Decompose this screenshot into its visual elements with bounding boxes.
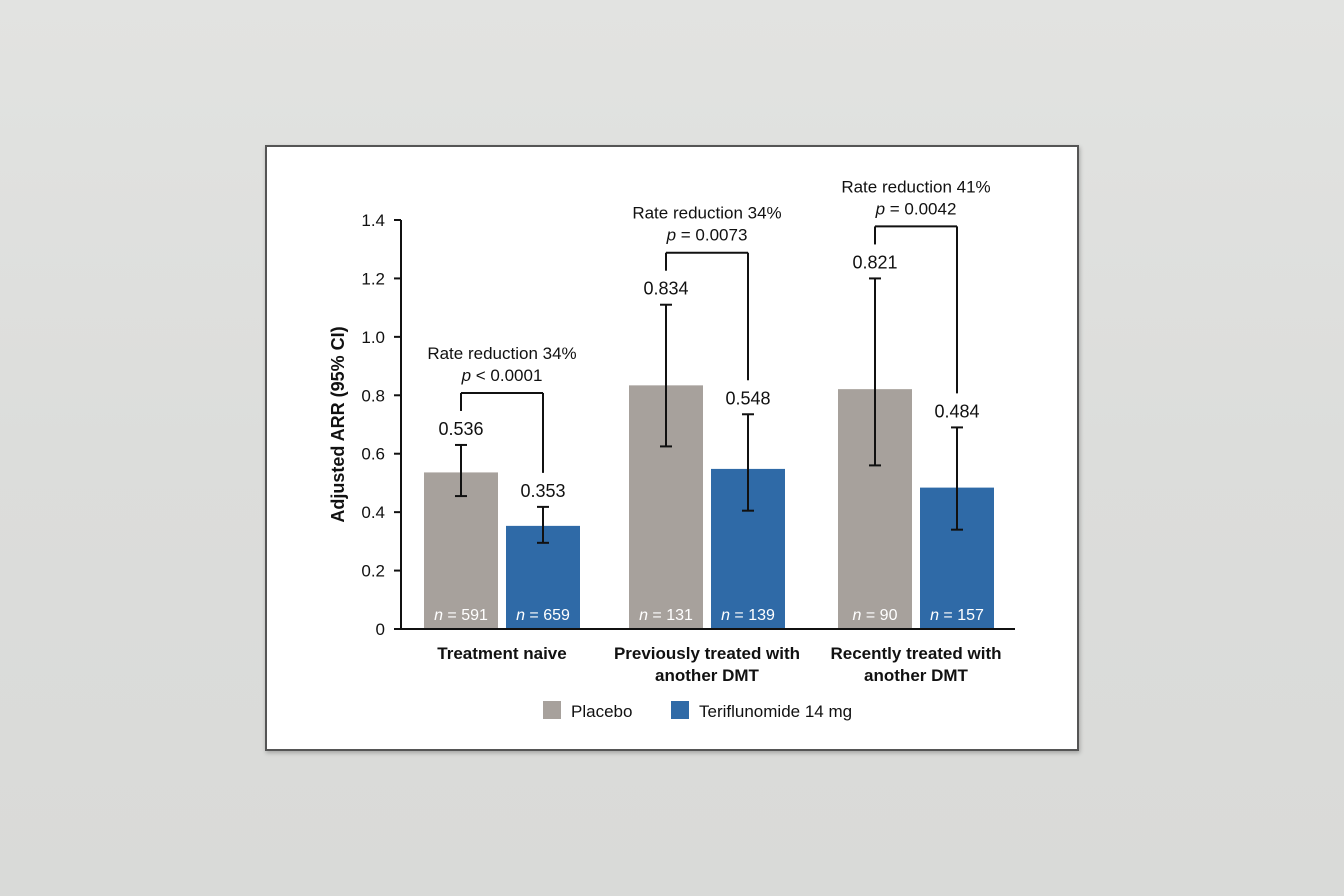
value-label: 0.834 xyxy=(643,279,688,299)
n-separator: = xyxy=(648,607,666,624)
n-letter: n xyxy=(434,607,443,624)
n-label: n = 139 xyxy=(721,607,775,624)
p-letter: p xyxy=(461,366,471,385)
n-label: n = 90 xyxy=(853,607,898,624)
y-tick-label: 0.8 xyxy=(361,386,385,405)
rate-reduction-label: Rate reduction 34% xyxy=(427,344,576,363)
p-value-label: p = 0.0042 xyxy=(875,199,957,218)
p-value-label: p < 0.0001 xyxy=(461,366,543,385)
n-value: 131 xyxy=(666,607,693,624)
value-label: 0.536 xyxy=(438,419,483,439)
chart-card: 0 0.2 0.4 0.6 0.8 1.0 1.2 1.4 Adjusted ARR (95% … xyxy=(265,145,1079,751)
n-value: 157 xyxy=(957,607,984,624)
legend-label: Placebo xyxy=(571,702,632,721)
n-value: 139 xyxy=(748,607,775,624)
n-letter: n xyxy=(930,607,939,624)
n-separator: = xyxy=(939,607,957,624)
n-label: n = 659 xyxy=(516,607,570,624)
p-letter: p xyxy=(666,226,676,245)
n-label: n = 157 xyxy=(930,607,984,624)
legend-label: Teriflunomide 14 mg xyxy=(699,702,852,721)
n-label: n = 131 xyxy=(639,607,693,624)
rate-reduction-label: Rate reduction 41% xyxy=(841,177,990,196)
y-tick-label: 1.0 xyxy=(361,328,385,347)
y-tick-label: 0.6 xyxy=(361,445,385,464)
value-label: 0.484 xyxy=(934,401,979,421)
n-separator: = xyxy=(730,607,748,624)
category-label: Treatment naive xyxy=(437,644,566,663)
p-value-text: = 0.0073 xyxy=(676,226,747,245)
n-value: 591 xyxy=(461,607,488,624)
n-separator: = xyxy=(861,607,879,624)
p-letter: p xyxy=(875,199,885,218)
bar-chart: 0 0.2 0.4 0.6 0.8 1.0 1.2 1.4 Adjusted ARR (95% … xyxy=(328,177,1015,721)
n-letter: n xyxy=(516,607,525,624)
value-label: 0.821 xyxy=(852,252,897,272)
y-tick-label: 1.4 xyxy=(361,211,385,230)
rate-reduction-label: Rate reduction 34% xyxy=(632,204,781,223)
legend-swatch xyxy=(671,701,689,719)
category-label: another DMT xyxy=(655,666,760,685)
y-tick-label: 0.2 xyxy=(361,562,385,581)
n-value: 90 xyxy=(880,607,898,624)
n-label: n = 591 xyxy=(434,607,488,624)
n-value: 659 xyxy=(543,607,570,624)
n-separator: = xyxy=(443,607,461,624)
p-value-text: = 0.0042 xyxy=(885,199,956,218)
y-tick-label: 0 xyxy=(376,620,385,639)
category-label: Recently treated with xyxy=(831,644,1002,663)
y-tick-label: 0.4 xyxy=(361,503,385,522)
legend-swatch xyxy=(543,701,561,719)
bar xyxy=(424,472,498,628)
category-label: another DMT xyxy=(864,666,969,685)
p-value-text: < 0.0001 xyxy=(471,366,542,385)
p-value-label: p = 0.0073 xyxy=(666,226,748,245)
value-label: 0.548 xyxy=(725,388,770,408)
n-letter: n xyxy=(721,607,730,624)
category-label: Previously treated with xyxy=(614,644,800,663)
value-label: 0.353 xyxy=(520,481,565,501)
y-tick-label: 1.2 xyxy=(361,269,385,288)
y-axis-title: Adjusted ARR (95% CI) xyxy=(328,326,348,522)
n-letter: n xyxy=(853,607,862,624)
n-separator: = xyxy=(525,607,543,624)
n-letter: n xyxy=(639,607,648,624)
